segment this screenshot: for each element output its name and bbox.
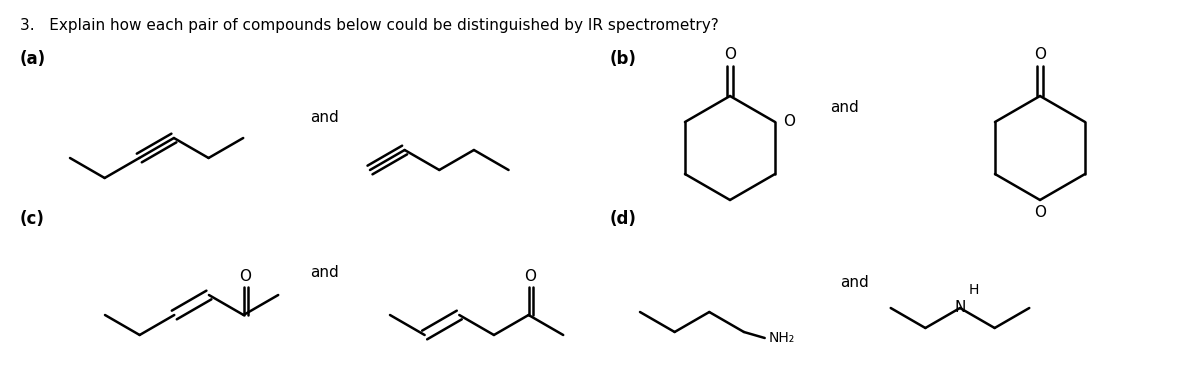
Text: O: O <box>724 47 736 62</box>
Text: and: and <box>840 275 869 290</box>
Text: (b): (b) <box>610 50 637 68</box>
Text: (a): (a) <box>20 50 46 68</box>
Text: O: O <box>1034 205 1046 220</box>
Text: and: and <box>310 110 338 125</box>
Text: NH₂: NH₂ <box>769 331 794 345</box>
Text: 3.   Explain how each pair of compounds below could be distinguished by IR spect: 3. Explain how each pair of compounds be… <box>20 18 719 33</box>
Text: H: H <box>968 283 979 297</box>
Text: (d): (d) <box>610 210 637 228</box>
Text: O: O <box>524 269 536 284</box>
Text: O: O <box>240 269 252 284</box>
Text: N: N <box>954 301 966 316</box>
Text: O: O <box>1034 47 1046 62</box>
Text: O: O <box>784 115 796 129</box>
Text: and: and <box>310 265 338 280</box>
Text: and: and <box>830 100 859 115</box>
Text: (c): (c) <box>20 210 44 228</box>
